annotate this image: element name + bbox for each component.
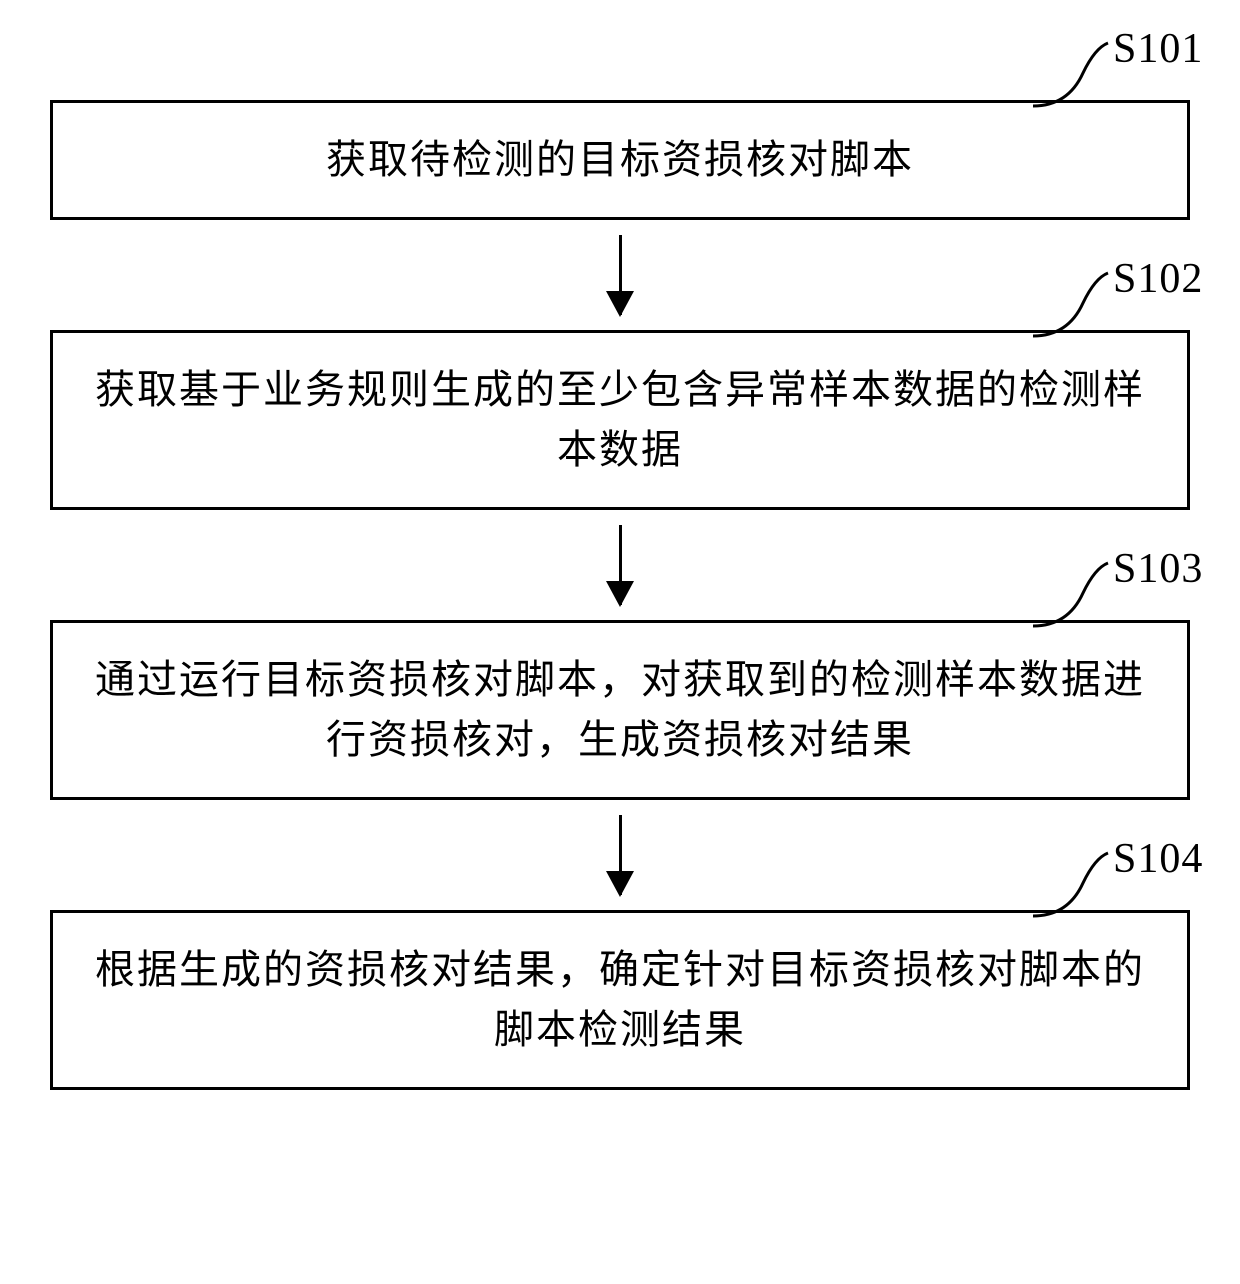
step-text-s103: 通过运行目标资损核对脚本，对获取到的检测样本数据进行资损核对，生成资损核对结果 — [83, 650, 1157, 770]
flow-arrow-2 — [50, 510, 1190, 620]
step-text-s102: 获取基于业务规则生成的至少包含异常样本数据的检测样本数据 — [83, 360, 1157, 480]
step-label-s103: S103 — [1113, 545, 1203, 593]
step-label-s104: S104 — [1113, 835, 1203, 883]
flow-step-s103: S103 通过运行目标资损核对脚本，对获取到的检测样本数据进行资损核对，生成资损… — [50, 620, 1190, 800]
flow-arrow-1 — [50, 220, 1190, 330]
flow-step-s102: S102 获取基于业务规则生成的至少包含异常样本数据的检测样本数据 — [50, 330, 1190, 510]
flow-step-s104: S104 根据生成的资损核对结果，确定针对目标资损核对脚本的脚本检测结果 — [50, 910, 1190, 1090]
flow-arrow-3 — [50, 800, 1190, 910]
step-text-s101: 获取待检测的目标资损核对脚本 — [326, 130, 914, 190]
flowchart-container: S101 获取待检测的目标资损核对脚本 S102 获取基于业务规则生成的至少包含… — [50, 100, 1190, 1090]
step-label-s102: S102 — [1113, 255, 1203, 303]
step-label-s101: S101 — [1113, 25, 1203, 73]
flow-step-s101: S101 获取待检测的目标资损核对脚本 — [50, 100, 1190, 220]
step-text-s104: 根据生成的资损核对结果，确定针对目标资损核对脚本的脚本检测结果 — [83, 940, 1157, 1060]
